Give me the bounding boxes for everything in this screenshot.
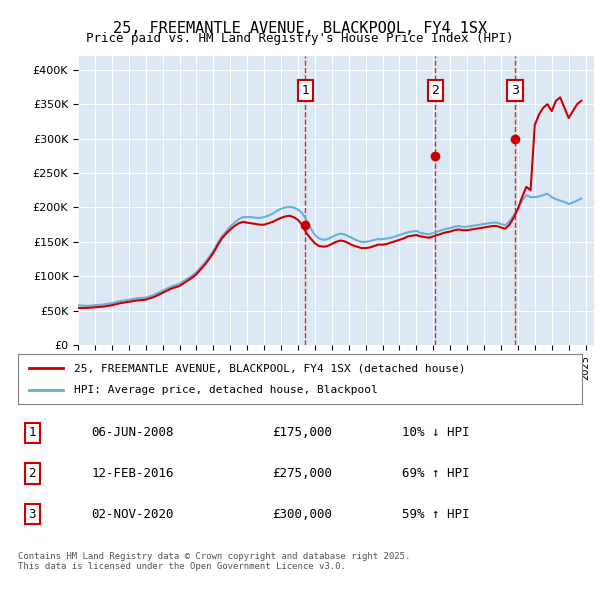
Text: 25, FREEMANTLE AVENUE, BLACKPOOL, FY4 1SX (detached house): 25, FREEMANTLE AVENUE, BLACKPOOL, FY4 1S…	[74, 363, 466, 373]
Text: HPI: Average price, detached house, Blackpool: HPI: Average price, detached house, Blac…	[74, 385, 378, 395]
Text: 59% ↑ HPI: 59% ↑ HPI	[401, 507, 469, 520]
Text: 3: 3	[511, 84, 519, 97]
Text: 06-JUN-2008: 06-JUN-2008	[91, 427, 174, 440]
Text: £300,000: £300,000	[272, 507, 332, 520]
Text: Price paid vs. HM Land Registry's House Price Index (HPI): Price paid vs. HM Land Registry's House …	[86, 32, 514, 45]
Text: £275,000: £275,000	[272, 467, 332, 480]
Text: 10% ↓ HPI: 10% ↓ HPI	[401, 427, 469, 440]
Text: 1: 1	[301, 84, 310, 97]
Text: 69% ↑ HPI: 69% ↑ HPI	[401, 467, 469, 480]
Text: Contains HM Land Registry data © Crown copyright and database right 2025.
This d: Contains HM Land Registry data © Crown c…	[18, 552, 410, 571]
Text: 25, FREEMANTLE AVENUE, BLACKPOOL, FY4 1SX: 25, FREEMANTLE AVENUE, BLACKPOOL, FY4 1S…	[113, 21, 487, 35]
Text: 02-NOV-2020: 02-NOV-2020	[91, 507, 174, 520]
Text: 12-FEB-2016: 12-FEB-2016	[91, 467, 174, 480]
Text: 2: 2	[431, 84, 439, 97]
Text: 3: 3	[28, 507, 36, 520]
Text: £175,000: £175,000	[272, 427, 332, 440]
Text: 1: 1	[28, 427, 36, 440]
Text: 2: 2	[28, 467, 36, 480]
